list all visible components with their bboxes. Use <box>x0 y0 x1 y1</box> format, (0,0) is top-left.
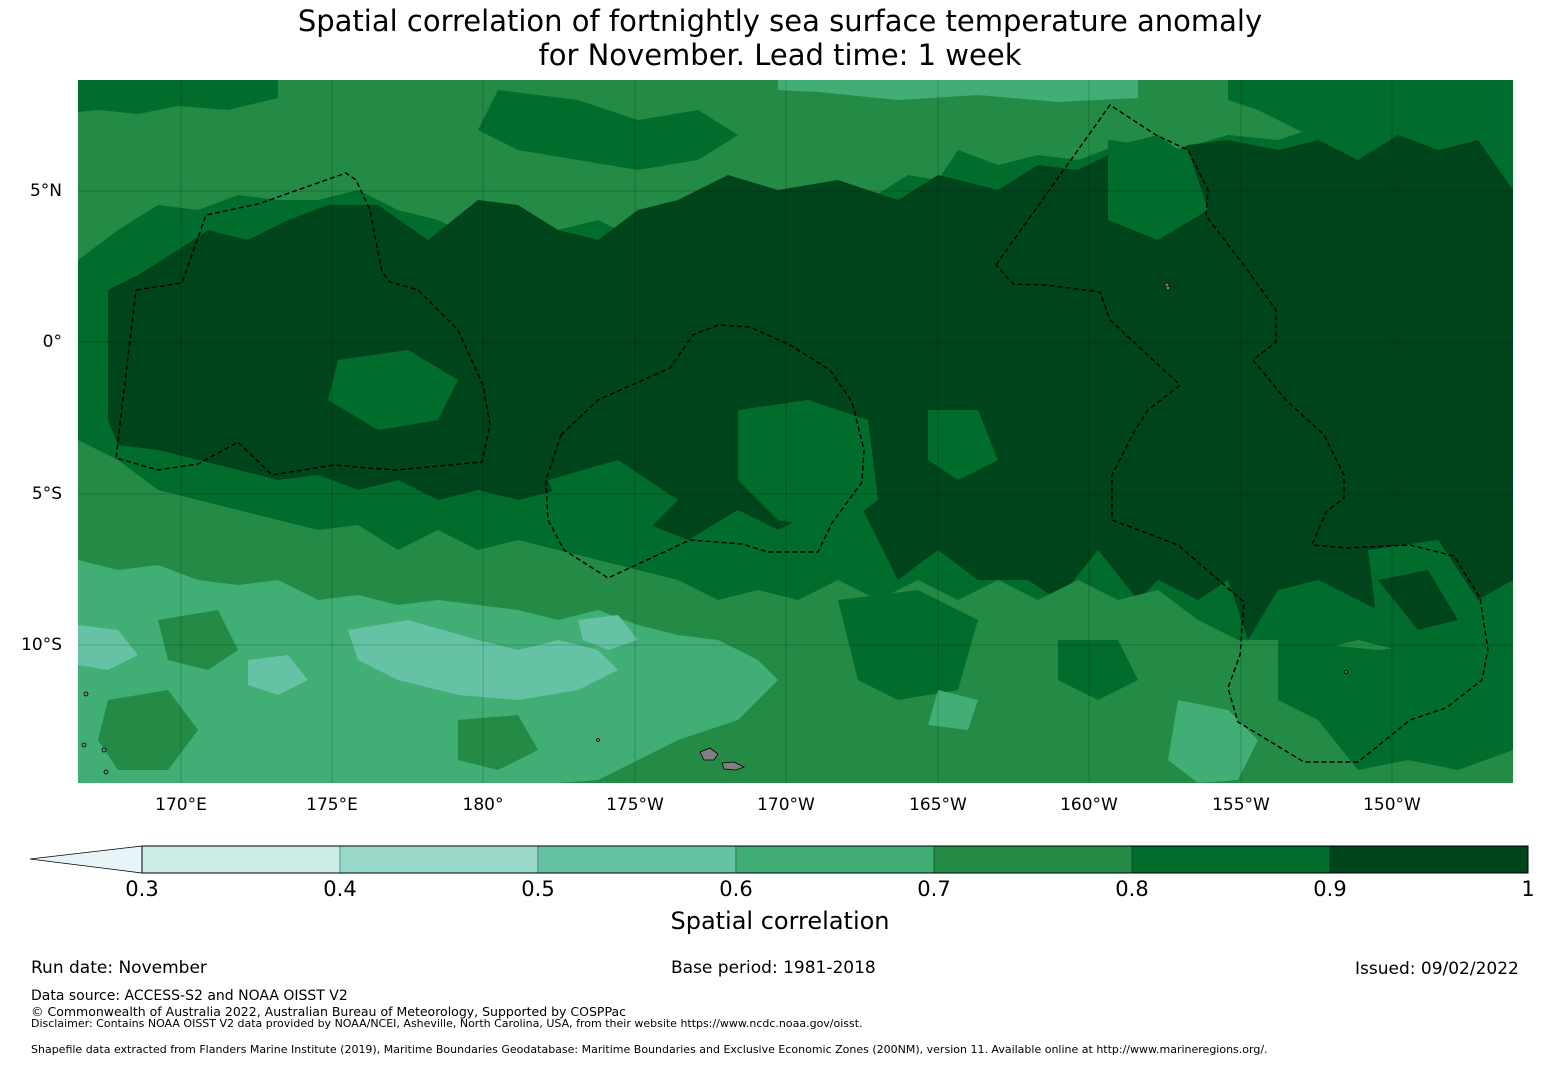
colorbar-bin-2 <box>537 845 737 874</box>
map-region-south-08b <box>838 590 978 700</box>
island-dot-f <box>596 738 600 742</box>
colorbar-extend-arrow <box>30 845 143 874</box>
map-region-south-08a <box>1278 640 1513 770</box>
map-region-core-08-hole-a <box>328 350 458 430</box>
island-samoa-upolu <box>721 761 745 771</box>
title-line-2: for November. Lead time: 1 week <box>538 38 1022 72</box>
island-dot-h <box>1344 670 1348 674</box>
correlation-map <box>78 80 1513 783</box>
lon-label-175e: 175°E <box>306 795 358 815</box>
eez-boundaries <box>115 104 1489 763</box>
eez-boundary-kiribati-gilberts <box>115 172 491 476</box>
island-dot-d <box>103 769 109 775</box>
map-gridlines <box>78 80 1513 783</box>
lon-label-155w: 155°W <box>1212 795 1270 815</box>
map-region-south-07b <box>158 610 238 670</box>
run-date: Run date: November <box>31 958 207 978</box>
map-region-south-07c <box>98 690 198 770</box>
shapefile-credit: Shapefile data extracted from Flanders M… <box>31 1043 1268 1056</box>
colorbar <box>30 845 1529 874</box>
colorbar-bin-5 <box>1131 845 1331 874</box>
map-region-south-08c <box>1058 640 1138 700</box>
colorbar-bin-3 <box>735 845 935 874</box>
eez-boundary-kiribati-phoenix <box>545 324 865 579</box>
map-region-south-05c <box>248 655 308 695</box>
map-region-south-05d <box>578 615 638 650</box>
colorbar-bins <box>141 845 1529 874</box>
map-region-north-07 <box>78 80 1513 260</box>
colorbar-tick-08: 0.8 <box>1115 877 1149 901</box>
lon-label-170e: 170°E <box>155 795 207 815</box>
map-region-south-06c <box>928 690 978 730</box>
colorbar-tick-07: 0.7 <box>917 877 951 901</box>
disclaimer: Disclaimer: Contains NOAA OISST V2 data … <box>31 1017 863 1030</box>
issued-date: Issued: 09/02/2022 <box>1355 959 1519 979</box>
lon-label-170w: 170°W <box>757 795 815 815</box>
island-dot-e <box>83 691 89 697</box>
colorbar-label: Spatial correlation <box>670 907 890 935</box>
lon-label-150w: 150°W <box>1363 795 1421 815</box>
lat-label-0: 0° <box>42 332 62 352</box>
map-region-core-08-hole-b <box>738 400 878 530</box>
base-period: Base period: 1981-2018 <box>671 958 876 978</box>
map-region-core-09-patch <box>1378 570 1458 630</box>
lat-label-10s: 10°S <box>21 635 62 655</box>
colorbar-tick-1: 1 <box>1521 877 1535 901</box>
lat-label-5n: 5°N <box>29 181 62 201</box>
figure-title: Spatial correlation of fortnightly sea s… <box>0 4 1560 72</box>
map-region-north-08b <box>1228 80 1513 175</box>
colorbar-bin-6 <box>1329 845 1529 874</box>
map-region-core-09 <box>108 135 1513 640</box>
colorbar-tick-05: 0.5 <box>521 877 555 901</box>
map-region-core-08-hole-d <box>928 410 998 480</box>
colorbar-bin-4 <box>933 845 1133 874</box>
map-region-core-08-hole-c <box>1108 140 1208 240</box>
map-region-south-06b <box>1168 700 1258 783</box>
colorbar-tick-04: 0.4 <box>323 877 357 901</box>
colorbar-tick-03: 0.3 <box>125 877 159 901</box>
lon-label-180: 180° <box>462 795 504 815</box>
island-dot-b <box>1165 285 1171 291</box>
colorbar-tick-09: 0.9 <box>1313 877 1347 901</box>
island-dot-g <box>81 742 87 748</box>
land-islands <box>81 282 1348 775</box>
map-region-south-07d <box>458 715 538 770</box>
lon-label-160w: 160°W <box>1060 795 1118 815</box>
island-samoa-savaii <box>699 747 719 761</box>
colorbar-outline <box>141 845 1529 874</box>
map-region-north-08c <box>478 90 738 170</box>
map-region-core-08-hole-e <box>548 460 678 540</box>
lon-label-165w: 165°W <box>909 795 967 815</box>
colorbar-tick-06: 0.6 <box>719 877 753 901</box>
map-region-south-05a <box>348 620 618 700</box>
lon-label-175w: 175°W <box>606 795 664 815</box>
map-region-north-06 <box>778 80 1138 102</box>
title-line-1: Spatial correlation of fortnightly sea s… <box>297 4 1263 38</box>
island-dot-c <box>101 747 107 753</box>
data-source: Data source: ACCESS-S2 and NOAA OISST V2 <box>31 988 348 1004</box>
map-region-south-05b <box>78 625 138 670</box>
eez-boundary-kiribati-line <box>995 104 1489 763</box>
copyright-notice: © Commonwealth of Australia 2022, Austra… <box>31 1004 626 1019</box>
map-region-north-08a <box>78 80 278 114</box>
lat-label-5s: 5°S <box>31 484 62 504</box>
colorbar-bin-1 <box>339 845 539 874</box>
colorbar-bin-0 <box>141 845 341 874</box>
